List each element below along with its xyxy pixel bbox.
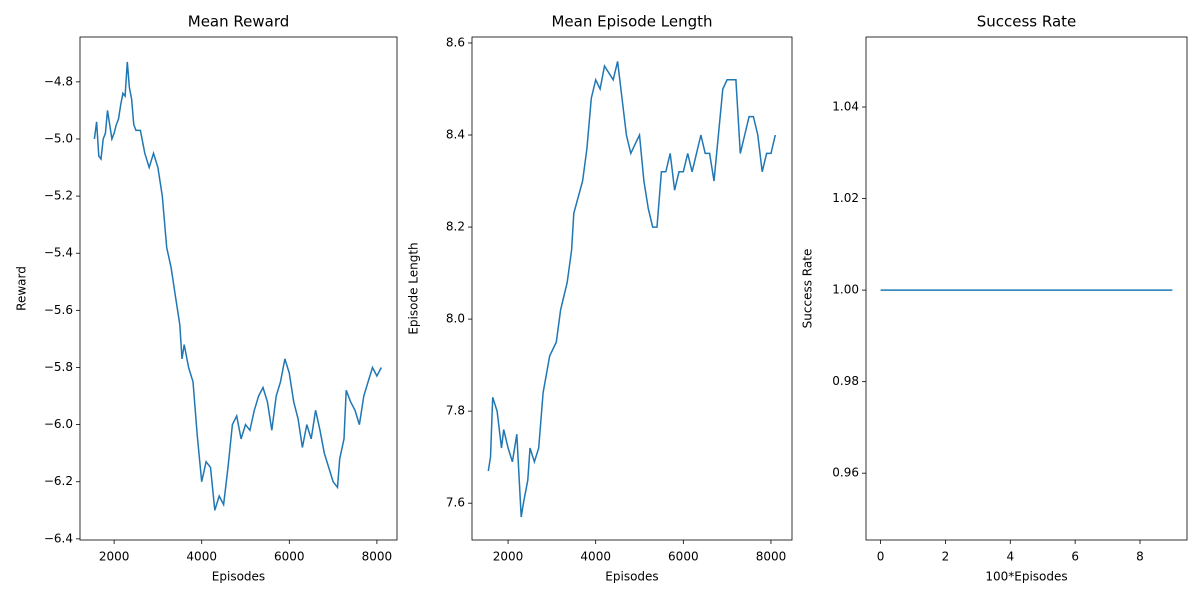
- x-axis-label: 100*Episodes: [985, 570, 1067, 584]
- y-tick-label: 7.6: [446, 496, 465, 510]
- y-tick-label: −4.8: [44, 74, 73, 88]
- chart-title: Mean Reward: [188, 13, 290, 31]
- plot-frame: [79, 36, 398, 541]
- x-tick-label: 6: [1071, 550, 1079, 564]
- y-tick-label: −6.4: [44, 531, 73, 545]
- y-tick-label: 7.8: [446, 404, 465, 418]
- y-axis-label: Episode Length: [407, 242, 421, 334]
- y-tick-label: 8.2: [446, 220, 465, 234]
- y-axis-label: Success Rate: [801, 249, 815, 329]
- x-tick-label: 2000: [493, 550, 524, 564]
- y-tick-label: 8.0: [446, 312, 465, 326]
- y-tick-label: −6.2: [44, 474, 73, 488]
- chart-title: Success Rate: [977, 13, 1077, 31]
- plot-frame: [865, 36, 1188, 541]
- line: [487, 61, 777, 518]
- x-tick-label: 4000: [186, 550, 217, 564]
- x-tick-label: 6000: [668, 550, 699, 564]
- y-tick-label: 8.4: [446, 128, 465, 142]
- y-tick-label: 1.02: [832, 191, 859, 205]
- x-tick-label: 2: [942, 550, 950, 564]
- y-tick-label: −5.2: [44, 189, 73, 203]
- y-tick-label: −5.4: [44, 246, 73, 260]
- x-tick-label: 8: [1136, 550, 1144, 564]
- x-tick-label: 8000: [756, 550, 787, 564]
- y-tick-label: −6.0: [44, 417, 73, 431]
- x-axis-label: Episodes: [605, 570, 658, 584]
- x-tick-label: 2000: [99, 550, 130, 564]
- y-axis-label: Reward: [15, 266, 29, 311]
- y-tick-label: 1.00: [832, 283, 859, 297]
- x-tick-label: 6000: [274, 550, 305, 564]
- x-axis-label: Episodes: [212, 570, 265, 584]
- y-tick-label: −5.6: [44, 303, 73, 317]
- plot-frame: [471, 36, 793, 541]
- chart-title: Mean Episode Length: [551, 13, 712, 31]
- x-tick-label: 4000: [580, 550, 611, 564]
- y-tick-label: −5.0: [44, 131, 73, 145]
- y-tick-label: 1.04: [832, 100, 859, 114]
- line: [93, 61, 382, 511]
- y-tick-label: 0.96: [832, 466, 859, 480]
- x-tick-label: 8000: [362, 550, 393, 564]
- x-tick-label: 0: [877, 550, 885, 564]
- y-tick-label: 8.6: [446, 35, 465, 49]
- y-tick-label: 0.98: [832, 374, 859, 388]
- y-tick-label: −5.8: [44, 360, 73, 374]
- x-tick-label: 4: [1006, 550, 1014, 564]
